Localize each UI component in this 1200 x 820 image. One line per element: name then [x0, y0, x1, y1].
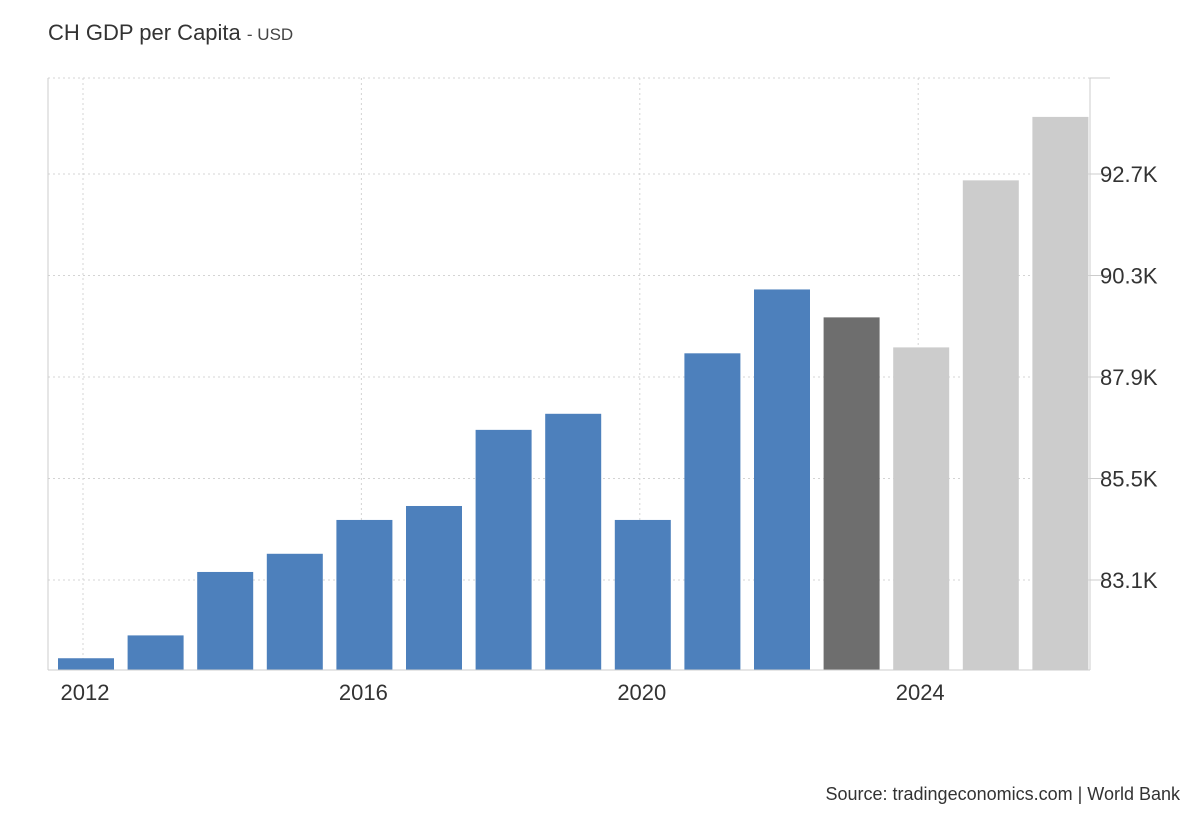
- bar-series: [58, 116, 1089, 670]
- chart-unit: - USD: [246, 25, 294, 44]
- bar-2022: [754, 289, 810, 670]
- y-tick-label: 87.9K: [1100, 365, 1158, 390]
- x-tick-label: 2024: [896, 680, 945, 705]
- bar-2024: [893, 347, 950, 670]
- bar-2025: [962, 180, 1019, 670]
- bar-2026: [1032, 116, 1089, 670]
- bar-2012: [58, 658, 114, 670]
- bar-2016: [336, 519, 393, 670]
- bar-2015: [266, 553, 323, 670]
- x-tick-label: 2016: [339, 680, 388, 705]
- bar-2020: [614, 519, 671, 670]
- x-axis-ticks: 2012 2016 2020 2024: [61, 680, 945, 705]
- x-tick-label: 2012: [61, 680, 110, 705]
- chart-title: CH GDP per Capita - USD: [48, 20, 293, 46]
- bar-2021: [684, 353, 741, 670]
- y-tick-label: 90.3K: [1100, 264, 1158, 289]
- y-tick-label: 92.7K: [1100, 162, 1158, 187]
- y-tick-label: 83.1K: [1100, 568, 1158, 593]
- bar-2023: [823, 317, 880, 670]
- chart-title-text: CH GDP per Capita: [48, 20, 241, 45]
- bar-2013: [127, 635, 184, 670]
- x-tick-label: 2020: [617, 680, 666, 705]
- axes: [47, 77, 1110, 671]
- bar-2014: [197, 571, 254, 670]
- bar-2018: [475, 429, 532, 670]
- y-tick-label: 85.5K: [1100, 467, 1158, 492]
- source-note: Source: tradingeconomics.com | World Ban…: [825, 784, 1181, 804]
- bar-2019: [545, 413, 602, 670]
- y-axis-ticks: 83.1K 85.5K 87.9K 90.3K 92.7K: [1090, 162, 1158, 593]
- bar-2017: [406, 505, 462, 670]
